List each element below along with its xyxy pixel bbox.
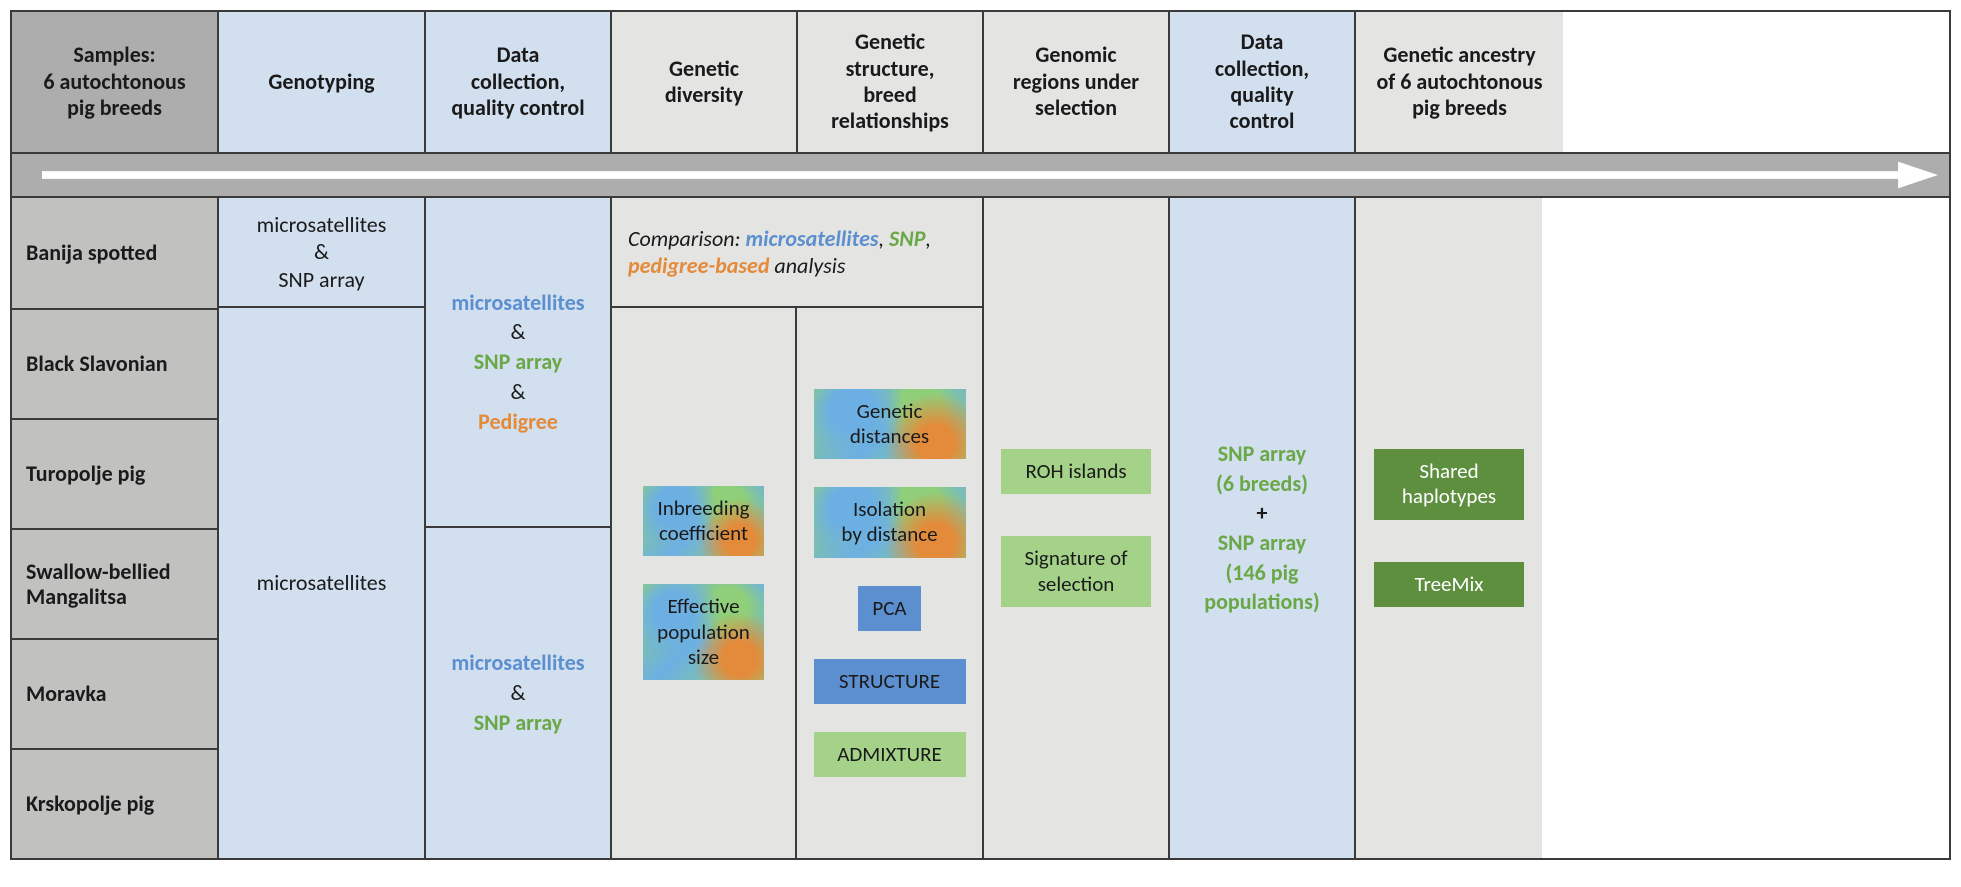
header-cell: Geneticstructure,breedrelationships	[798, 12, 984, 152]
qc2-column: SNP array(6 breeds)+SNP array(146 pigpop…	[1170, 198, 1356, 858]
body-row: Banija spottedBlack SlavonianTuropolje p…	[12, 198, 1949, 858]
text-fragment: microsatellites	[451, 648, 584, 678]
qc1-top: microsatellites&SNP array&Pedigree	[426, 198, 612, 528]
genotyping-column: microsatellites&SNP array microsatellite…	[219, 198, 426, 858]
header-row: Samples:6 autochtonouspig breedsGenotypi…	[12, 12, 1949, 154]
diversity-body: Inbreedingcoefficient Effectivepopulation…	[612, 308, 984, 858]
analysis-chip: Geneticdistances	[814, 389, 966, 459]
analysis-chip: ROH islands	[1001, 449, 1151, 494]
breed-cell: Krskopolje pig	[12, 748, 219, 858]
header-cell: Geneticdiversity	[612, 12, 798, 152]
text-fragment: (6 breeds)	[1204, 469, 1319, 499]
analysis-chip: ADMIXTURE	[814, 732, 966, 777]
text-fragment: Pedigree	[478, 407, 558, 437]
text-fragment: &	[510, 678, 525, 708]
structure-right: Geneticdistances Isolationby distance PCA S…	[797, 308, 982, 858]
qc2-text: SNP array(6 breeds)+SNP array(146 pigpop…	[1204, 439, 1319, 617]
genotyping-top: microsatellites&SNP array	[219, 198, 426, 308]
genotyping-bottom: microsatellites	[219, 308, 426, 858]
workflow-arrow	[12, 154, 1949, 198]
analysis-chip: Inbreedingcoefficient	[643, 486, 763, 556]
qc1-bottom: microsatellites&SNP array	[426, 528, 612, 858]
analysis-chip: Sharedhaplotypes	[1374, 449, 1524, 519]
header-cell: Genomicregions underselection	[984, 12, 1170, 152]
header-cell: Datacollection,qualitycontrol	[1170, 12, 1356, 152]
text-fragment: SNP array	[1204, 439, 1319, 469]
comparison-banner: Comparison: microsatellites, SNP, pedigr…	[612, 198, 984, 308]
header-cell: Genotyping	[219, 12, 426, 152]
breed-cell: Moravka	[12, 638, 219, 748]
selection-column: ROH islands Signature ofselection	[984, 198, 1170, 858]
header-cell: Datacollection,quality control	[426, 12, 612, 152]
comparison-text: Comparison: microsatellites, SNP, pedigr…	[628, 225, 966, 280]
text-fragment: microsatellites	[451, 288, 584, 318]
analysis-chip: TreeMix	[1374, 562, 1524, 607]
diversity-structure-column: Comparison: microsatellites, SNP, pedigr…	[612, 198, 984, 858]
text-fragment: &	[510, 317, 525, 347]
text-fragment: populations)	[1204, 587, 1319, 617]
text-fragment: SNP array	[474, 708, 562, 738]
ancestry-column: Sharedhaplotypes TreeMix	[1356, 198, 1542, 858]
diversity-left: Inbreedingcoefficient Effectivepopulation…	[612, 308, 797, 858]
header-cell: Samples:6 autochtonouspig breeds	[12, 12, 219, 152]
breed-cell: Banija spotted	[12, 198, 219, 308]
header-cell: Genetic ancestryof 6 autochtonouspig bre…	[1356, 12, 1563, 152]
breed-cell: Swallow-bellied Mangalitsa	[12, 528, 219, 638]
analysis-chip: Effectivepopulationsize	[643, 584, 764, 680]
workflow-table: Samples:6 autochtonouspig breedsGenotypi…	[10, 10, 1951, 860]
text-fragment: SNP array	[474, 347, 562, 377]
text-fragment: SNP array	[1204, 528, 1319, 558]
text-fragment: &	[510, 377, 525, 407]
text-fragment: +	[1204, 498, 1319, 528]
qc1-column: microsatellites&SNP array&Pedigree micro…	[426, 198, 612, 858]
text-fragment: (146 pig	[1204, 558, 1319, 588]
analysis-chip: Signature ofselection	[1001, 536, 1151, 606]
breed-cell: Turopolje pig	[12, 418, 219, 528]
breeds-column: Banija spottedBlack SlavonianTuropolje p…	[12, 198, 219, 858]
analysis-chip: STRUCTURE	[814, 659, 966, 704]
analysis-chip: PCA	[858, 586, 920, 631]
analysis-chip: Isolationby distance	[814, 487, 966, 557]
breed-cell: Black Slavonian	[12, 308, 219, 418]
